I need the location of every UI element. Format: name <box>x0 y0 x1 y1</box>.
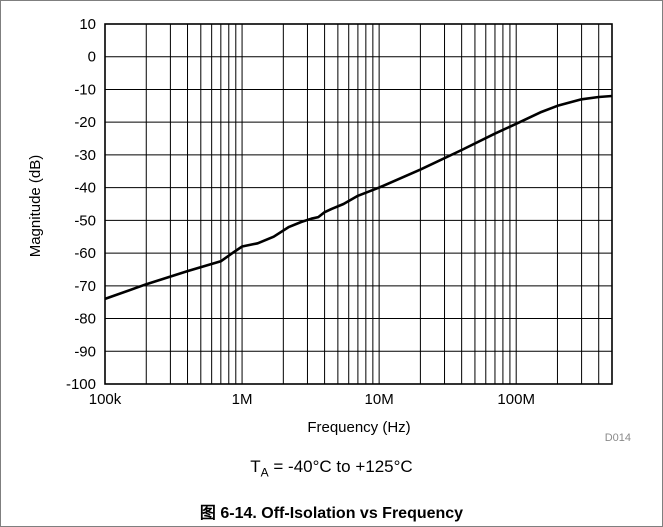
y-tick-label: -90 <box>74 343 96 360</box>
test-condition: TA = -40°C to +125°C <box>0 457 663 479</box>
y-axis-label: Magnitude (dB) <box>27 155 44 258</box>
y-tick-label: -80 <box>74 311 96 328</box>
y-tick-label: -30 <box>74 147 96 164</box>
x-tick-label: 10M <box>365 391 394 408</box>
y-tick-label: 10 <box>79 16 96 33</box>
series-line <box>104 94 613 301</box>
condition-symbol: T <box>250 457 261 476</box>
y-tick-label: -10 <box>74 81 96 98</box>
x-tick-label: 1M <box>232 391 253 408</box>
x-tick-label: 100k <box>89 391 122 408</box>
y-tick-labels: 10 0 -10 -20 -30 -40 -50 -60 -70 -80 -90 -100 <box>66 16 96 393</box>
y-tick-label: -40 <box>74 180 96 197</box>
figure-caption: 图 6-14. Off-Isolation vs Frequency <box>199 505 464 522</box>
figure-id: D014 <box>605 432 631 444</box>
y-tick-label: -70 <box>74 278 96 295</box>
y-tick-label: -100 <box>66 376 96 393</box>
y-tick-label: -50 <box>74 212 96 229</box>
y-tick-label: -20 <box>74 114 96 131</box>
x-tick-labels: 100k 1M 10M 100M <box>89 391 535 408</box>
plot-border <box>104 23 613 385</box>
x-axis-label: Frequency (Hz) <box>307 419 410 436</box>
condition-text: = -40°C to +125°C <box>268 457 413 476</box>
condition-subscript: A <box>260 465 269 480</box>
y-tick-label: 0 <box>88 49 96 66</box>
y-tick-label: -60 <box>74 245 96 262</box>
grid <box>105 23 612 385</box>
x-tick-label: 100M <box>497 391 535 408</box>
